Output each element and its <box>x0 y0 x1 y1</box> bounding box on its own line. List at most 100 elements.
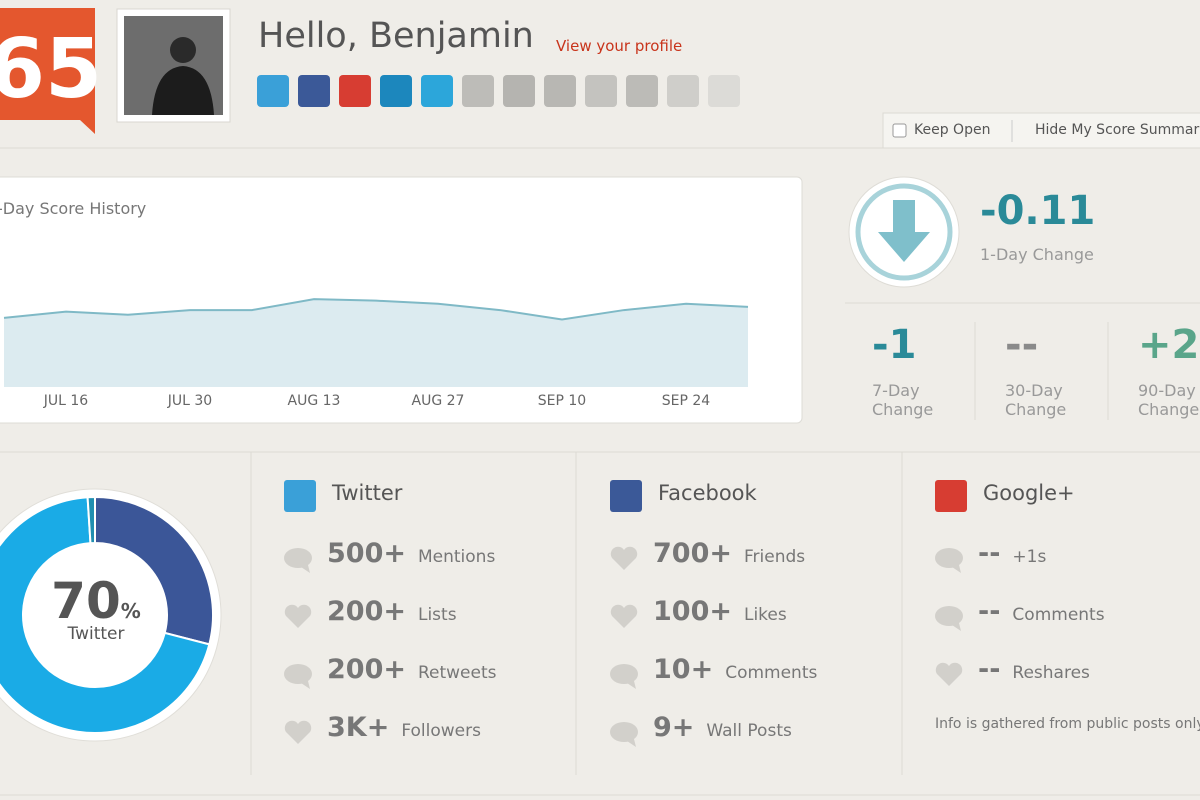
heart-icon <box>610 604 638 628</box>
avatar-head <box>170 37 196 63</box>
social-icon[interactable] <box>544 75 576 107</box>
change-value: +2 <box>1138 322 1200 368</box>
x-tick-label: SEP 24 <box>662 393 711 409</box>
comment-icon <box>610 664 638 684</box>
comment-icon <box>610 722 638 742</box>
logo-badge <box>0 8 95 134</box>
stat-value: 500+ <box>327 538 406 569</box>
social-icon[interactable] <box>585 75 617 107</box>
stat-row: 10+ Comments <box>653 654 817 685</box>
score-area <box>4 299 748 387</box>
social-icon[interactable] <box>298 75 330 107</box>
x-tick-label: AUG 13 <box>288 393 341 409</box>
stat-label: Wall Posts <box>706 721 792 741</box>
stat-label: Retweets <box>417 663 497 683</box>
stat-value: -- <box>978 596 1001 627</box>
profile-link[interactable]: View your profile <box>556 37 683 55</box>
network-title: Twitter <box>332 481 403 505</box>
greeting: Hello, Benjamin <box>258 16 534 56</box>
stat-row: 200+ Lists <box>327 596 457 627</box>
donut-value: 70 <box>51 572 121 630</box>
stat-value: 100+ <box>653 596 732 627</box>
score: 65 <box>0 22 102 117</box>
social-icon[interactable] <box>339 75 371 107</box>
stat-label: Comments <box>725 663 818 683</box>
stat-value: 10+ <box>653 654 714 685</box>
stat-label: Followers <box>401 721 481 741</box>
x-tick-label: SEP 10 <box>538 393 586 409</box>
change-value: -- <box>1005 322 1039 368</box>
stat-label: Lists <box>417 605 457 625</box>
stat-label: +1s <box>1012 547 1047 567</box>
keep-open-checkbox[interactable] <box>892 123 907 138</box>
stat-value: 3K+ <box>327 712 390 743</box>
change-value: -1 <box>872 322 917 368</box>
hide-summary[interactable]: Hide My Score Summar <box>1035 122 1200 138</box>
stat-label: Comments <box>1012 605 1105 625</box>
stat-label: Mentions <box>417 547 496 567</box>
history-title: -Day Score History <box>0 199 146 218</box>
note: Info is gathered from public posts only. <box>935 716 1200 732</box>
heart-icon <box>284 720 312 744</box>
change-value: -0.11 <box>980 188 1096 234</box>
change-label: 90-Day Change <box>1138 381 1200 419</box>
donut-segment <box>94 495 214 646</box>
stat-label: Likes <box>743 605 787 625</box>
network-title: Google+ <box>983 481 1075 505</box>
comment-icon-tail <box>949 623 961 631</box>
stat-value: -- <box>978 538 1001 569</box>
stat-row: 200+ Retweets <box>327 654 497 685</box>
social-icon[interactable] <box>667 75 699 107</box>
social-icon[interactable] <box>708 75 740 107</box>
social-icon[interactable] <box>462 75 494 107</box>
stat-row: 100+ Likes <box>653 596 787 627</box>
heart-icon <box>284 604 312 628</box>
comment-icon <box>935 606 963 626</box>
stat-label: Friends <box>743 547 806 567</box>
stat-row: 500+ Mentions <box>327 538 495 569</box>
comment-icon-tail <box>624 739 636 747</box>
donut-label: Twitter <box>67 624 125 644</box>
keep-open[interactable]: Keep Open <box>914 122 991 138</box>
network-title: Facebook <box>658 481 757 505</box>
donut-unit: % <box>120 599 141 623</box>
x-tick-label: JUL 16 <box>43 393 89 409</box>
social-icon[interactable] <box>626 75 658 107</box>
stat-value: 200+ <box>327 596 406 627</box>
stat-row: 9+ Wall Posts <box>653 712 792 743</box>
change-label: 7-Day Change <box>872 381 934 419</box>
x-tick-label: JUL 30 <box>167 393 212 409</box>
change-ring <box>855 183 953 281</box>
controls-panel <box>882 112 1200 149</box>
stat-row: 700+ Friends <box>653 538 805 569</box>
stat-label: Reshares <box>1012 663 1090 683</box>
network-icon <box>284 480 316 512</box>
comment-icon-tail <box>298 681 310 689</box>
donut-segment <box>86 495 96 545</box>
social-icon[interactable] <box>421 75 453 107</box>
social-icon[interactable] <box>257 75 289 107</box>
comment-icon <box>935 548 963 568</box>
comment-icon <box>284 664 312 684</box>
heart-icon <box>610 546 638 570</box>
stat-value: 200+ <box>327 654 406 685</box>
network-icon <box>935 480 967 512</box>
stat-row: -- Reshares <box>978 654 1090 685</box>
stat-row: -- +1s <box>978 538 1046 569</box>
stat-value: 9+ <box>653 712 695 743</box>
comment-icon-tail <box>949 565 961 573</box>
donut-segment <box>0 496 211 734</box>
social-icon[interactable] <box>380 75 412 107</box>
donut-center: 70% Twitter <box>26 572 166 644</box>
heart-icon <box>935 662 963 686</box>
social-icon[interactable] <box>503 75 535 107</box>
stat-row: 3K+ Followers <box>327 712 481 743</box>
stat-value: 700+ <box>653 538 732 569</box>
network-icon <box>610 480 642 512</box>
change-label: 1-Day Change <box>980 245 1094 264</box>
avatar-body <box>152 66 214 115</box>
x-tick-label: AUG 27 <box>412 393 465 409</box>
stat-value: -- <box>978 654 1001 685</box>
